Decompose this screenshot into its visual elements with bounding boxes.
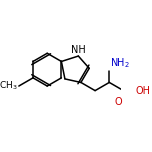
Text: O: O — [114, 97, 122, 107]
Text: NH: NH — [71, 45, 86, 55]
Text: OH: OH — [136, 86, 151, 96]
Text: CH$_3$: CH$_3$ — [0, 80, 18, 92]
Text: NH$_2$: NH$_2$ — [110, 57, 130, 70]
